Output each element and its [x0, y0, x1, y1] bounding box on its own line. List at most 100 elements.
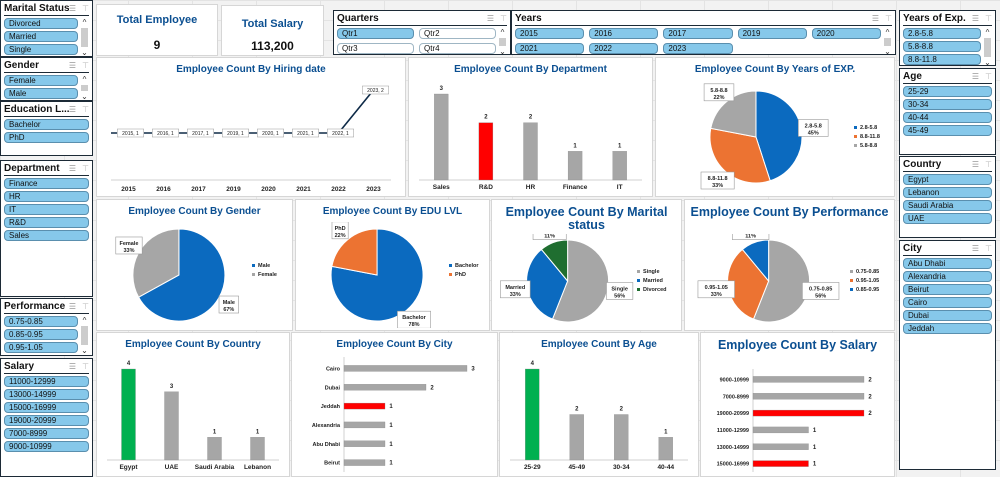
- clear-filter-icon[interactable]: ⊤: [885, 14, 892, 23]
- chevron-up-icon[interactable]: ^: [82, 316, 87, 325]
- slicer-item-qtr2[interactable]: Qtr2: [419, 28, 496, 39]
- slicer-item-25-29[interactable]: 25-29: [903, 86, 992, 97]
- slicer-item-saudi-arabia[interactable]: Saudi Arabia: [903, 200, 992, 211]
- clear-filter-icon[interactable]: ⊤: [985, 244, 992, 253]
- slicer-item-r-d[interactable]: R&D: [4, 217, 89, 228]
- slicer-item-19000-20999[interactable]: 19000-20999: [4, 415, 89, 426]
- slicer-scrollbar[interactable]: ^ ⌄: [80, 18, 89, 57]
- slicer-item-7000-8999[interactable]: 7000-8999: [4, 428, 89, 439]
- clear-filter-icon[interactable]: ⊤: [82, 105, 89, 114]
- slicer-item-2021[interactable]: 2021: [515, 43, 585, 54]
- slicer-item-married[interactable]: Married: [4, 31, 78, 42]
- clear-filter-icon[interactable]: ⊤: [985, 160, 992, 169]
- slicer-item-2016[interactable]: 2016: [589, 28, 659, 39]
- slicer-item-single[interactable]: Single: [4, 44, 78, 55]
- multi-select-icon[interactable]: ☰: [68, 302, 77, 311]
- slicer-item-2023[interactable]: 2023: [663, 43, 733, 54]
- slicer-item-sales[interactable]: Sales: [4, 230, 89, 241]
- slicer-item-alexandria[interactable]: Alexandria: [903, 271, 992, 282]
- slicer-item-dubai[interactable]: Dubai: [903, 310, 992, 321]
- slicer-item-5-8-8-8[interactable]: 5.8-8.8: [903, 41, 981, 52]
- slicer-item-cairo[interactable]: Cairo: [903, 297, 992, 308]
- multi-select-icon[interactable]: ☰: [971, 14, 980, 23]
- multi-select-icon[interactable]: ☰: [68, 4, 77, 13]
- chevron-up-icon[interactable]: ^: [82, 75, 87, 84]
- multi-select-icon[interactable]: ☰: [971, 72, 980, 81]
- multi-select-icon[interactable]: ☰: [871, 14, 880, 23]
- scrollbar-thumb[interactable]: [81, 326, 88, 345]
- slicer-item-40-44[interactable]: 40-44: [903, 112, 992, 123]
- slicer-item-45-49[interactable]: 45-49: [903, 125, 992, 136]
- slicer-item-divorced[interactable]: Divorced: [4, 18, 78, 29]
- clear-filter-icon[interactable]: ⊤: [82, 61, 89, 70]
- slicer-item-finance[interactable]: Finance: [4, 178, 89, 189]
- multi-select-icon[interactable]: ☰: [971, 244, 980, 253]
- clear-filter-icon[interactable]: ⊤: [82, 302, 89, 311]
- slicer-item-female[interactable]: Female: [4, 75, 78, 86]
- slicer-item-30-34[interactable]: 30-34: [903, 99, 992, 110]
- slicer-item-qtr1[interactable]: Qtr1: [337, 28, 414, 39]
- slicer-item-13000-14999[interactable]: 13000-14999: [4, 389, 89, 400]
- clear-filter-icon[interactable]: ⊤: [985, 14, 992, 23]
- slicer-item-0-85-0-95[interactable]: 0.85-0.95: [4, 329, 78, 340]
- scrollbar-thumb[interactable]: [81, 85, 88, 91]
- clear-filter-icon[interactable]: ⊤: [500, 14, 507, 23]
- slicer-scrollbar[interactable]: ^ ⌄: [80, 75, 89, 101]
- chevron-down-icon[interactable]: ⌄: [884, 47, 891, 56]
- slicer-item-2015[interactable]: 2015: [515, 28, 585, 39]
- slicer-item-qtr4[interactable]: Qtr4: [419, 43, 496, 54]
- slicer-item-phd[interactable]: PhD: [4, 132, 89, 143]
- slicer-item-lebanon[interactable]: Lebanon: [903, 187, 992, 198]
- multi-select-icon[interactable]: ☰: [68, 61, 77, 70]
- slicer-item-2020[interactable]: 2020: [811, 28, 881, 39]
- chevron-up-icon[interactable]: ^: [82, 18, 87, 27]
- slicer-item-beirut[interactable]: Beirut: [903, 284, 992, 295]
- slicer-item-male[interactable]: Male: [4, 88, 78, 99]
- chevron-up-icon[interactable]: ^: [885, 28, 890, 37]
- slicer-item-bachelor[interactable]: Bachelor: [4, 119, 89, 130]
- slicer-scrollbar[interactable]: ^ ⌄: [983, 28, 992, 67]
- tick-label-abu-dhabi: Abu Dhabi: [313, 442, 341, 448]
- scrollbar-thumb[interactable]: [884, 38, 891, 46]
- slicer-item-2019[interactable]: 2019: [737, 28, 807, 39]
- slicer-item-0-95-1-05[interactable]: 0.95-1.05: [4, 342, 78, 353]
- chevron-down-icon[interactable]: ⌄: [499, 47, 506, 56]
- slicer-item-2022[interactable]: 2022: [589, 43, 659, 54]
- clear-filter-icon[interactable]: ⊤: [82, 164, 89, 173]
- scrollbar-thumb[interactable]: [81, 28, 88, 47]
- clear-filter-icon[interactable]: ⊤: [82, 362, 89, 371]
- slicer-item-it[interactable]: IT: [4, 204, 89, 215]
- slicer-scrollbar[interactable]: ^ ⌄: [883, 28, 892, 56]
- slicer-item-2017[interactable]: 2017: [663, 28, 733, 39]
- chevron-down-icon[interactable]: ⌄: [984, 58, 991, 67]
- slicer-item-9000-10999[interactable]: 9000-10999: [4, 441, 89, 452]
- clear-filter-icon[interactable]: ⊤: [82, 4, 89, 13]
- chevron-up-icon[interactable]: ^: [500, 28, 505, 37]
- slicer-item-8-8-11-8[interactable]: 8.8-11.8: [903, 54, 981, 65]
- scrollbar-thumb[interactable]: [984, 38, 991, 57]
- multi-select-icon[interactable]: ☰: [486, 14, 495, 23]
- slicer-item-egypt[interactable]: Egypt: [903, 174, 992, 185]
- chevron-down-icon[interactable]: ⌄: [81, 92, 88, 101]
- slicer-scrollbar[interactable]: ^ ⌄: [80, 316, 89, 355]
- multi-select-icon[interactable]: ☰: [68, 362, 77, 371]
- chevron-down-icon[interactable]: ⌄: [81, 346, 88, 355]
- chevron-up-icon[interactable]: ^: [985, 28, 990, 37]
- slicer-item-uae[interactable]: UAE: [903, 213, 992, 224]
- legend-label-divorced: Divorced: [643, 287, 667, 293]
- slicer-item-abu-dhabi[interactable]: Abu Dhabi: [903, 258, 992, 269]
- multi-select-icon[interactable]: ☰: [971, 160, 980, 169]
- slicer-item-11000-12999[interactable]: 11000-12999: [4, 376, 89, 387]
- slicer-item-0-75-0-85[interactable]: 0.75-0.85: [4, 316, 78, 327]
- clear-filter-icon[interactable]: ⊤: [985, 72, 992, 81]
- slicer-item-2-8-5-8[interactable]: 2.8-5.8: [903, 28, 981, 39]
- slicer-item-15000-16999[interactable]: 15000-16999: [4, 402, 89, 413]
- chevron-down-icon[interactable]: ⌄: [81, 48, 88, 57]
- slicer-item-jeddah[interactable]: Jeddah: [903, 323, 992, 334]
- slicer-item-hr[interactable]: HR: [4, 191, 89, 202]
- multi-select-icon[interactable]: ☰: [68, 105, 77, 114]
- slicer-scrollbar[interactable]: ^ ⌄: [498, 28, 507, 56]
- multi-select-icon[interactable]: ☰: [68, 164, 77, 173]
- slicer-item-qtr3[interactable]: Qtr3: [337, 43, 414, 54]
- scrollbar-thumb[interactable]: [499, 38, 506, 46]
